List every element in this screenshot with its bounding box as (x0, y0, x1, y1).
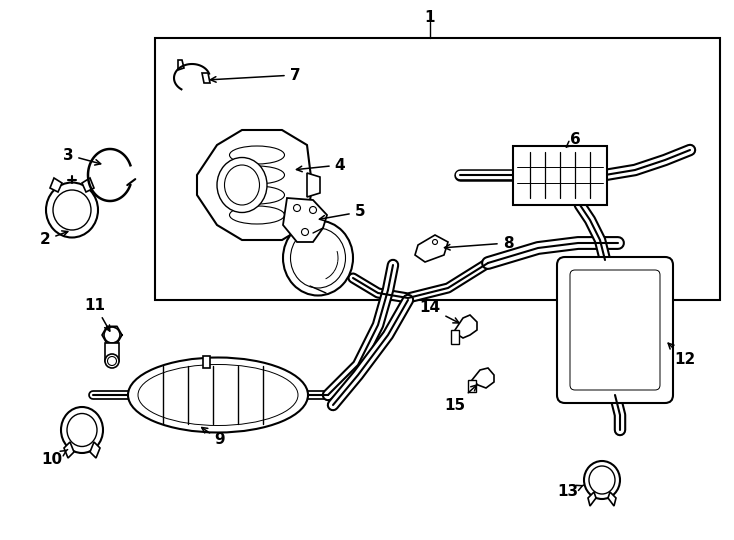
Polygon shape (455, 315, 477, 338)
Polygon shape (50, 178, 62, 192)
Polygon shape (415, 235, 448, 262)
Ellipse shape (128, 357, 308, 433)
Ellipse shape (107, 356, 117, 366)
Text: 10: 10 (41, 450, 68, 468)
Ellipse shape (225, 165, 260, 205)
Polygon shape (468, 380, 476, 392)
Text: 6: 6 (566, 132, 581, 147)
Polygon shape (82, 178, 94, 192)
Polygon shape (178, 60, 184, 70)
Text: 9: 9 (202, 428, 225, 448)
FancyBboxPatch shape (557, 257, 673, 403)
Polygon shape (203, 356, 210, 368)
Ellipse shape (105, 354, 119, 368)
Text: 13: 13 (557, 484, 584, 500)
Polygon shape (451, 330, 459, 344)
Text: 12: 12 (668, 343, 696, 368)
Polygon shape (472, 368, 494, 388)
FancyBboxPatch shape (513, 146, 607, 205)
Ellipse shape (589, 466, 615, 494)
Ellipse shape (584, 461, 620, 499)
Text: 8: 8 (445, 235, 513, 251)
Text: 3: 3 (62, 147, 101, 165)
Polygon shape (105, 343, 119, 361)
Bar (155, 38, 720, 300)
Ellipse shape (61, 407, 103, 453)
Ellipse shape (310, 206, 316, 213)
Ellipse shape (432, 240, 437, 245)
Polygon shape (202, 73, 210, 83)
FancyBboxPatch shape (570, 270, 660, 390)
Text: 14: 14 (419, 300, 459, 323)
Text: 11: 11 (84, 298, 110, 331)
Polygon shape (588, 492, 596, 506)
Ellipse shape (46, 183, 98, 238)
Polygon shape (64, 442, 74, 458)
Polygon shape (283, 198, 327, 242)
Text: 1: 1 (425, 10, 435, 25)
Polygon shape (90, 442, 100, 458)
Text: 15: 15 (445, 385, 476, 413)
Ellipse shape (294, 205, 300, 212)
Polygon shape (307, 173, 320, 197)
Ellipse shape (302, 228, 308, 235)
Polygon shape (197, 130, 312, 240)
Ellipse shape (283, 220, 353, 295)
Ellipse shape (217, 158, 267, 213)
Ellipse shape (291, 228, 346, 288)
Text: 5: 5 (319, 205, 366, 221)
Ellipse shape (104, 327, 120, 343)
Text: 4: 4 (297, 158, 345, 172)
Ellipse shape (67, 414, 97, 447)
Text: 7: 7 (211, 68, 300, 83)
Ellipse shape (53, 190, 91, 230)
Polygon shape (608, 492, 616, 506)
Text: 2: 2 (40, 231, 68, 247)
